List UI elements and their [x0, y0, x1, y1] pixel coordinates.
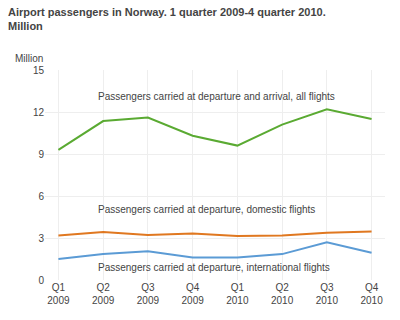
svg-text:Million: Million — [15, 53, 43, 64]
svg-text:Q32010: Q32010 — [316, 282, 339, 306]
svg-text:12: 12 — [33, 107, 45, 118]
svg-text:9: 9 — [38, 149, 44, 160]
svg-text:Q12009: Q12009 — [47, 282, 70, 306]
svg-text:3: 3 — [38, 233, 44, 244]
svg-text:Q12010: Q12010 — [226, 282, 249, 306]
svg-text:15: 15 — [33, 65, 45, 76]
svg-text:Q42009: Q42009 — [182, 282, 205, 306]
svg-text:Q22010: Q22010 — [271, 282, 294, 306]
svg-text:Q32009: Q32009 — [137, 282, 160, 306]
svg-text:Q22009: Q22009 — [92, 282, 115, 306]
svg-text:Passengers carried at departur: Passengers carried at departure and arri… — [98, 91, 335, 102]
svg-text:0: 0 — [38, 275, 44, 286]
svg-text:Q42010: Q42010 — [360, 282, 383, 306]
svg-text:Passengers carried at departur: Passengers carried at departure, domesti… — [98, 204, 315, 215]
svg-text:6: 6 — [38, 191, 44, 202]
svg-text:Passengers carried at departur: Passengers carried at departure, interna… — [98, 262, 330, 273]
svg-text:Airport passengers in Norway.: Airport passengers in Norway. 1 quarter … — [8, 6, 326, 32]
